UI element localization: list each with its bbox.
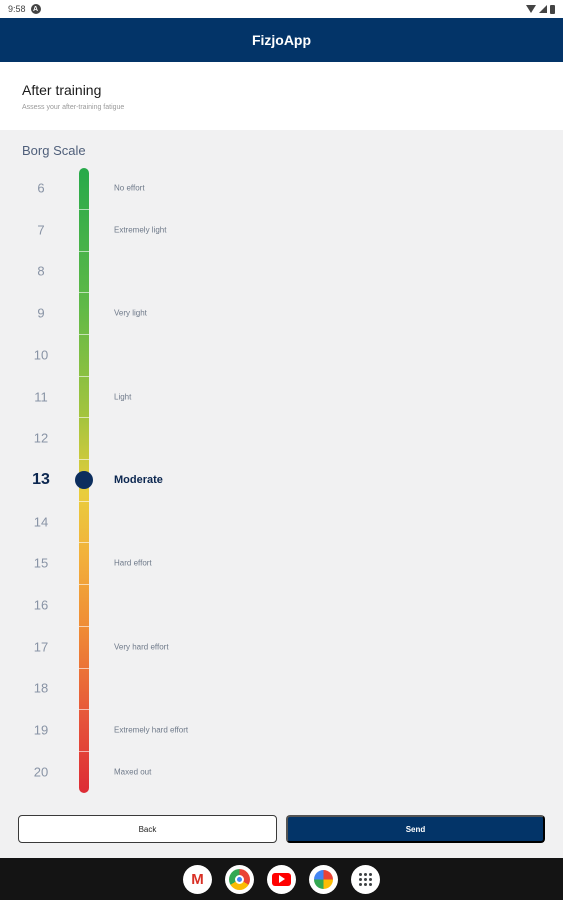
- scale-label-17: Very hard effort: [114, 642, 169, 652]
- page-subtitle: Assess your after-training fatigue: [22, 104, 125, 111]
- signal-icon: [539, 5, 547, 13]
- scale-tick: [79, 459, 89, 461]
- scale-value-13[interactable]: 13: [32, 470, 50, 488]
- status-time: 9:58: [8, 4, 26, 14]
- battery-icon: [550, 4, 555, 14]
- navigation-dock: M: [0, 858, 563, 900]
- scale-value-12[interactable]: 12: [33, 430, 49, 446]
- scale-value-15[interactable]: 15: [33, 555, 49, 571]
- scale-value-17[interactable]: 17: [33, 639, 49, 655]
- scale-label-9: Very light: [114, 308, 147, 318]
- page-title: After training: [22, 82, 102, 98]
- scale-tick: [79, 542, 89, 544]
- scale-label-20: Maxed out: [114, 767, 152, 777]
- scale-tick: [79, 584, 89, 586]
- scale-tick: [79, 333, 89, 335]
- scale-label-13: Moderate: [114, 473, 163, 486]
- scale-value-18[interactable]: 18: [33, 680, 49, 696]
- scale-value-19[interactable]: 19: [33, 722, 49, 738]
- wifi-icon: [526, 5, 536, 13]
- app-drawer-icon[interactable]: [351, 864, 380, 894]
- a-icon: A: [30, 4, 41, 14]
- scale-value-11[interactable]: 11: [34, 389, 48, 404]
- scale-title: Borg Scale: [22, 143, 86, 158]
- scale-tick: [79, 250, 89, 252]
- chrome-icon[interactable]: [225, 864, 254, 894]
- scale-value-10[interactable]: 10: [33, 347, 49, 363]
- status-bar: 9:58 A: [0, 0, 563, 18]
- scale-tick: [79, 292, 89, 294]
- scale-label-6: No effort: [114, 183, 145, 193]
- scale-value-9[interactable]: 9: [37, 305, 45, 321]
- scale-tick: [79, 625, 89, 627]
- app-title: FizjoApp: [251, 32, 312, 48]
- app-bar: FizjoApp: [0, 18, 563, 62]
- scale-value-20[interactable]: 20: [33, 764, 49, 780]
- photos-icon[interactable]: [309, 864, 338, 894]
- scale-tick: [79, 750, 89, 752]
- scale-label-7: Extremely light: [114, 225, 167, 235]
- scale-value-7[interactable]: 7: [37, 222, 45, 238]
- scale-tick: [79, 709, 89, 711]
- scale-value-16[interactable]: 16: [33, 597, 49, 613]
- back-button[interactable]: Back: [18, 815, 277, 843]
- scale-tick: [79, 417, 89, 419]
- header-card: After training Assess your after-trainin…: [0, 62, 563, 130]
- scale-label-11: Light: [114, 392, 132, 401]
- scale-tick: [79, 667, 89, 669]
- scale-label-19: Extremely hard effort: [114, 725, 189, 735]
- scale-value-8[interactable]: 8: [37, 263, 45, 279]
- youtube-icon[interactable]: [267, 864, 296, 894]
- scale-tick: [79, 375, 89, 377]
- slider-thumb[interactable]: [75, 470, 93, 489]
- scale-label-15: Hard effort: [114, 558, 152, 568]
- scale-value-14[interactable]: 14: [33, 514, 49, 530]
- send-button[interactable]: Send: [286, 815, 545, 843]
- scale-tick: [79, 208, 89, 210]
- gmail-icon[interactable]: M: [183, 864, 212, 894]
- scale-value-6[interactable]: 6: [37, 180, 45, 196]
- scale-tick: [79, 500, 89, 502]
